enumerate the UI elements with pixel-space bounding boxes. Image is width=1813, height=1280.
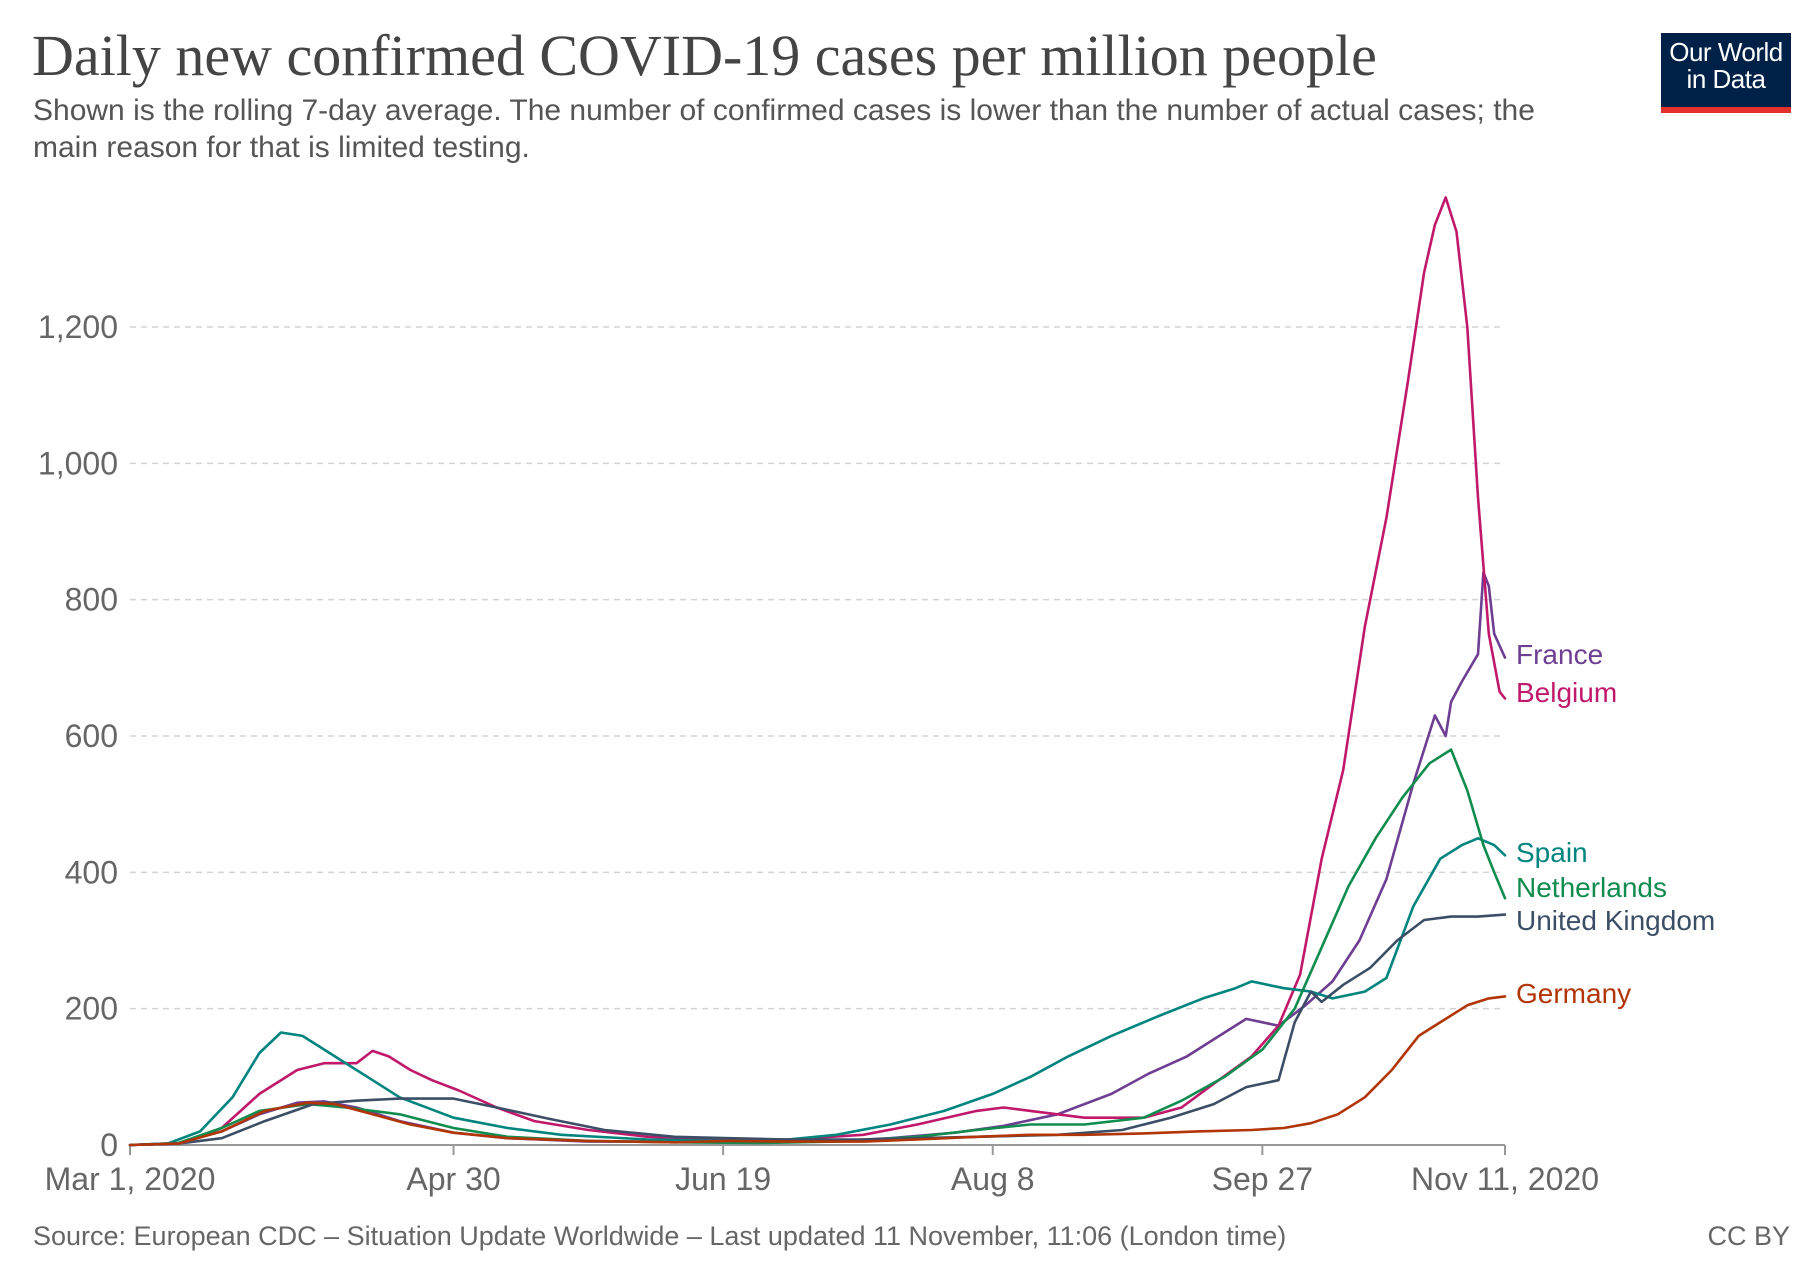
series-label-france: France xyxy=(1516,639,1603,670)
y-tick-label: 1,000 xyxy=(38,445,118,481)
y-tick-label: 0 xyxy=(100,1127,118,1163)
x-tick-label: Mar 1, 2020 xyxy=(45,1161,216,1197)
chart-subtitle: Shown is the rolling 7-day average. The … xyxy=(33,94,1535,164)
source-note: Source: European CDC – Situation Update … xyxy=(33,1221,1287,1251)
series-line-spain xyxy=(128,837,1507,1147)
y-tick-label: 800 xyxy=(65,582,118,618)
y-axis-ticks: 0 200 400 600 800 1,000 1,200 xyxy=(38,309,118,1163)
logo-text: Our World in Data xyxy=(1669,37,1783,94)
grid-lines xyxy=(130,326,1505,1010)
series-label-belgium: Belgium xyxy=(1516,677,1617,708)
series-label-spain: Spain xyxy=(1516,837,1588,868)
series-label-netherlands: Netherlands xyxy=(1516,872,1667,903)
x-tick-label: Aug 8 xyxy=(951,1161,1035,1197)
y-tick-label: 200 xyxy=(65,991,118,1027)
y-tick-label: 400 xyxy=(65,854,118,890)
series-line-netherlands xyxy=(128,748,1507,1147)
license-link[interactable]: CC BY xyxy=(1707,1221,1790,1251)
y-tick-label: 1,200 xyxy=(38,309,118,345)
y-tick-label: 600 xyxy=(65,718,118,754)
series-line-germany xyxy=(128,995,1507,1147)
x-tick-label: Jun 19 xyxy=(675,1161,771,1197)
x-tick-label: Sep 27 xyxy=(1212,1161,1313,1197)
series-line-belgium xyxy=(128,196,1507,1147)
our-world-in-data-logo[interactable]: Our World in Data xyxy=(1661,33,1791,113)
series-label-united-kingdom: United Kingdom xyxy=(1516,905,1715,936)
series-line-united-kingdom xyxy=(128,913,1507,1147)
x-tick-label: Apr 30 xyxy=(406,1161,500,1197)
x-tick-label: Nov 11, 2020 xyxy=(1411,1161,1599,1197)
series-label-germany: Germany xyxy=(1516,978,1631,1009)
x-axis: Mar 1, 2020 Apr 30 Jun 19 Aug 8 Sep 27 Nov 11… xyxy=(45,1144,1599,1197)
series-line-france xyxy=(128,571,1507,1147)
chart-title: Daily new confirmed COVID-19 cases per m… xyxy=(32,23,1377,88)
logo-accent-bar xyxy=(1661,107,1791,113)
series-lines xyxy=(128,196,1507,1147)
